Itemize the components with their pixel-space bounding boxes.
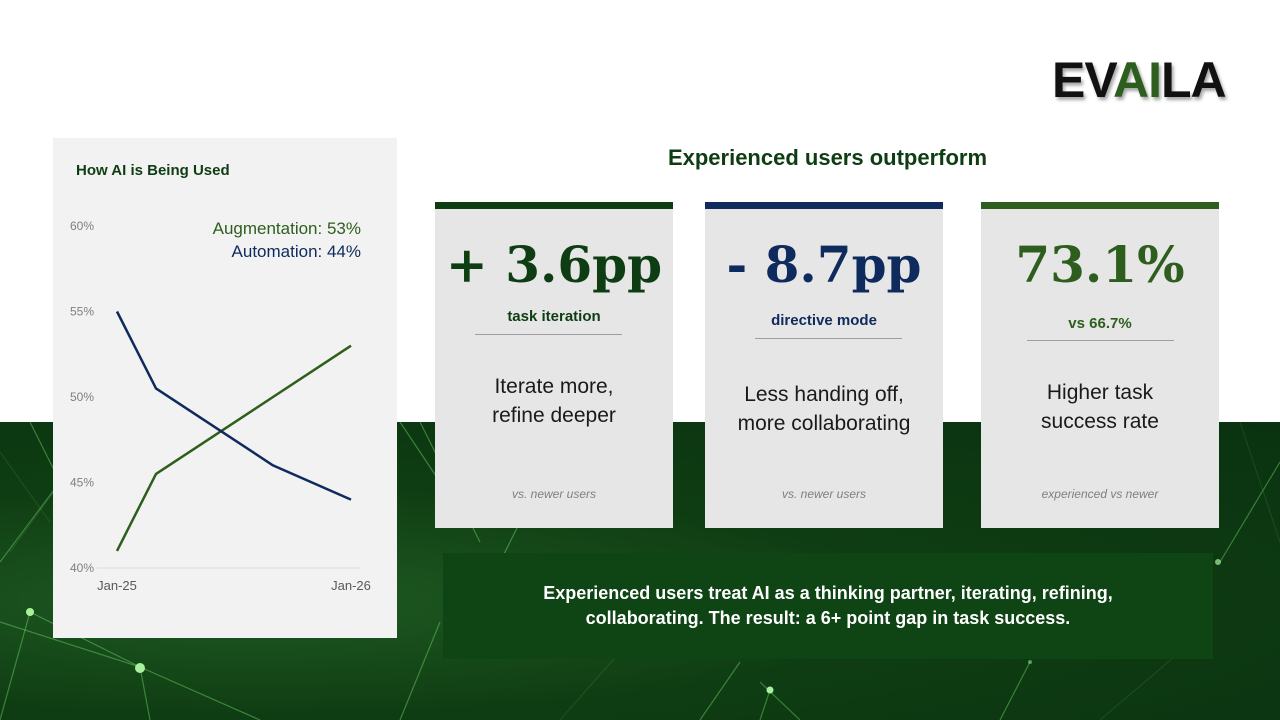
stat-footnote: experienced vs newer [1041,487,1159,501]
stat-description: Iterate more, refine deeper [435,372,673,430]
x-tick-label: Jan-25 [97,578,137,593]
series-line-automation [115,310,352,501]
divider [475,334,622,335]
summary-text: Experienced users treat AI as a thinking… [478,581,1178,631]
section-heading: Experienced users outperform [667,145,988,170]
stat-value: 73.1% [1015,235,1185,294]
legend-entry-automation: Automation: 44% [232,242,361,261]
stat-card-task-success: 73.1% vs 66.7% Higher task success rate … [981,202,1219,528]
summary-box: Experienced users treat AI as a thinking… [443,553,1213,659]
y-tick-label: 60% [70,219,94,233]
usage-chart-panel: How AI is Being Used 60% 55% 50% 45% 40% Jan-… [53,138,397,638]
card-accent-bar [705,202,943,209]
card-accent-bar [981,202,1219,209]
y-tick-label: 50% [70,390,94,404]
stat-description: Higher task success rate [981,378,1219,436]
stat-card-task-iteration: + 3.6pp task iteration Iterate more, ref… [435,202,673,528]
logo-text-right: LA [1161,52,1227,108]
summary-line: Experienced users treat AI as a thinking… [543,583,1113,603]
description-line: Higher task [1046,381,1154,404]
chart-title: How AI is Being Used [76,162,230,179]
stat-label: directive mode [771,312,877,329]
logo-text-accent: AI [1113,52,1162,108]
stat-value: - 8.7pp [726,235,922,294]
description-line: success rate [1041,410,1159,433]
stat-description: Less handing off, more collaborating [705,380,943,438]
stat-footnote: vs. newer users [781,487,867,501]
y-tick-label: 40% [70,561,94,575]
divider [755,338,902,339]
line-chart: 60% 55% 50% 45% 40%Jan-25 Jan-26 Augmentation:… [70,219,371,593]
stat-label: task iteration [507,308,601,325]
stat-value: + 3.6pp [445,235,663,294]
evaila-logo: EVAILA [1052,50,1242,110]
card-accent-bar [435,202,673,209]
y-tick-label: 55% [70,305,94,319]
stat-label: vs 66.7% [1068,315,1132,332]
series-line-augmentation [115,344,352,552]
x-tick-label: Jan-26 [331,578,371,593]
stat-card-directive-mode: - 8.7pp directive mode Less handing off,… [705,202,943,528]
description-line: more collaborating [737,412,911,435]
logo-text-left: EV [1052,52,1114,108]
divider [1027,340,1174,341]
description-line: refine deeper [492,404,616,427]
y-tick-label: 45% [70,476,94,490]
description-line: Less handing off, [744,383,904,406]
summary-line: collaborating. The result: a 6+ point ga… [585,608,1071,628]
stat-footnote: vs. newer users [511,487,597,501]
description-line: Iterate more, [494,375,614,398]
legend-entry-augmentation: Augmentation: 53% [213,219,361,238]
